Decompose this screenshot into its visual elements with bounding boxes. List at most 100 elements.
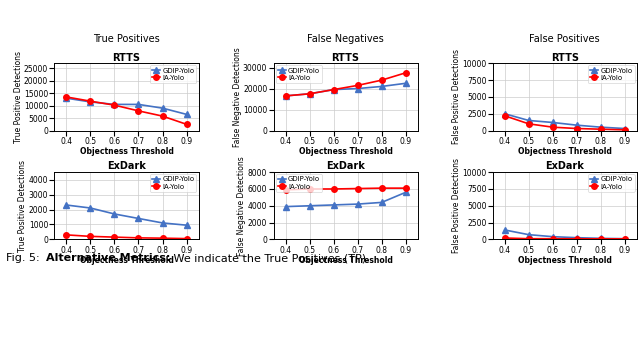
IA-Yolo — [621, 237, 628, 241]
IA-Yolo — [621, 128, 628, 132]
IA-Yolo — [63, 233, 70, 237]
Y-axis label: False Positive Detections: False Positive Detections — [452, 49, 461, 144]
Y-axis label: True Positive Detections: True Positive Detections — [13, 51, 22, 143]
GDIP-Yolo — [86, 206, 94, 210]
GDIP-Yolo — [134, 216, 142, 221]
GDIP-Yolo — [354, 87, 362, 91]
Legend: GDIP-Yolo, IA-Yolo: GDIP-Yolo, IA-Yolo — [150, 65, 196, 83]
GDIP-Yolo — [282, 94, 289, 98]
IA-Yolo — [282, 94, 289, 98]
GDIP-Yolo — [63, 203, 70, 207]
IA-Yolo — [525, 122, 532, 126]
Y-axis label: False Positive Detections: False Positive Detections — [452, 158, 461, 253]
Line: GDIP-Yolo: GDIP-Yolo — [283, 81, 408, 99]
GDIP-Yolo — [182, 223, 190, 227]
X-axis label: Objectness Threshold: Objectness Threshold — [518, 147, 612, 156]
Title: RTTS: RTTS — [113, 52, 140, 63]
Title: RTTS: RTTS — [551, 52, 579, 63]
IA-Yolo — [597, 127, 605, 131]
GDIP-Yolo — [597, 236, 605, 240]
IA-Yolo — [330, 187, 337, 191]
IA-Yolo — [573, 237, 580, 241]
Y-axis label: True Positive Detections: True Positive Detections — [19, 160, 28, 252]
GDIP-Yolo — [549, 234, 557, 239]
GDIP-Yolo — [86, 100, 94, 104]
Text: True Positives: True Positives — [93, 34, 160, 44]
Line: GDIP-Yolo: GDIP-Yolo — [283, 190, 408, 209]
Text: False Negatives: False Negatives — [307, 34, 384, 44]
GDIP-Yolo — [63, 96, 70, 100]
Line: GDIP-Yolo: GDIP-Yolo — [63, 95, 189, 117]
GDIP-Yolo — [621, 126, 628, 131]
IA-Yolo — [378, 186, 385, 190]
GDIP-Yolo — [354, 202, 362, 206]
IA-Yolo — [159, 114, 166, 118]
IA-Yolo — [501, 236, 509, 240]
IA-Yolo — [86, 234, 94, 239]
IA-Yolo — [182, 122, 190, 126]
Title: ExDark: ExDark — [326, 162, 365, 171]
GDIP-Yolo — [111, 212, 118, 216]
Text: We indicate the True Positives (TP): We indicate the True Positives (TP) — [170, 253, 365, 263]
GDIP-Yolo — [597, 125, 605, 129]
X-axis label: Objectness Threshold: Objectness Threshold — [518, 256, 612, 265]
GDIP-Yolo — [159, 106, 166, 110]
Line: GDIP-Yolo: GDIP-Yolo — [502, 111, 628, 131]
GDIP-Yolo — [402, 190, 410, 194]
IA-Yolo — [501, 114, 509, 118]
IA-Yolo — [63, 95, 70, 99]
GDIP-Yolo — [378, 84, 385, 89]
GDIP-Yolo — [306, 204, 314, 208]
Text: Alternative Metrics:: Alternative Metrics: — [46, 253, 170, 263]
IA-Yolo — [573, 126, 580, 131]
Line: IA-Yolo: IA-Yolo — [283, 186, 408, 193]
Line: IA-Yolo: IA-Yolo — [502, 235, 628, 242]
Text: False Positives: False Positives — [529, 34, 600, 44]
IA-Yolo — [402, 71, 410, 75]
GDIP-Yolo — [573, 235, 580, 240]
GDIP-Yolo — [159, 221, 166, 225]
IA-Yolo — [182, 237, 190, 241]
Legend: GDIP-Yolo, IA-Yolo: GDIP-Yolo, IA-Yolo — [588, 65, 635, 83]
GDIP-Yolo — [306, 92, 314, 96]
GDIP-Yolo — [111, 102, 118, 107]
IA-Yolo — [354, 83, 362, 88]
Text: Fig. 5:: Fig. 5: — [6, 253, 44, 263]
GDIP-Yolo — [402, 81, 410, 86]
GDIP-Yolo — [282, 205, 289, 209]
GDIP-Yolo — [330, 203, 337, 207]
IA-Yolo — [330, 88, 337, 92]
IA-Yolo — [525, 237, 532, 241]
Line: IA-Yolo: IA-Yolo — [63, 232, 189, 241]
GDIP-Yolo — [182, 112, 190, 117]
GDIP-Yolo — [525, 118, 532, 122]
IA-Yolo — [549, 125, 557, 129]
X-axis label: Objectness Threshold: Objectness Threshold — [79, 256, 173, 265]
GDIP-Yolo — [330, 88, 337, 92]
IA-Yolo — [306, 187, 314, 191]
X-axis label: Objectness Threshold: Objectness Threshold — [299, 147, 392, 156]
Legend: GDIP-Yolo, IA-Yolo: GDIP-Yolo, IA-Yolo — [588, 174, 635, 192]
IA-Yolo — [378, 78, 385, 82]
IA-Yolo — [86, 99, 94, 103]
IA-Yolo — [134, 109, 142, 113]
Title: ExDark: ExDark — [545, 162, 584, 171]
GDIP-Yolo — [621, 237, 628, 241]
Line: GDIP-Yolo: GDIP-Yolo — [63, 202, 189, 228]
Legend: GDIP-Yolo, IA-Yolo: GDIP-Yolo, IA-Yolo — [276, 174, 323, 192]
IA-Yolo — [354, 187, 362, 191]
IA-Yolo — [159, 236, 166, 240]
GDIP-Yolo — [501, 228, 509, 232]
IA-Yolo — [549, 237, 557, 241]
GDIP-Yolo — [378, 200, 385, 205]
IA-Yolo — [306, 92, 314, 96]
IA-Yolo — [402, 186, 410, 190]
GDIP-Yolo — [525, 233, 532, 237]
IA-Yolo — [597, 237, 605, 241]
GDIP-Yolo — [549, 120, 557, 125]
Y-axis label: False Negative Detections: False Negative Detections — [237, 156, 246, 256]
Legend: GDIP-Yolo, IA-Yolo: GDIP-Yolo, IA-Yolo — [276, 65, 323, 83]
Y-axis label: False Negative Detections: False Negative Detections — [232, 47, 241, 147]
Line: IA-Yolo: IA-Yolo — [502, 113, 628, 133]
GDIP-Yolo — [134, 102, 142, 107]
